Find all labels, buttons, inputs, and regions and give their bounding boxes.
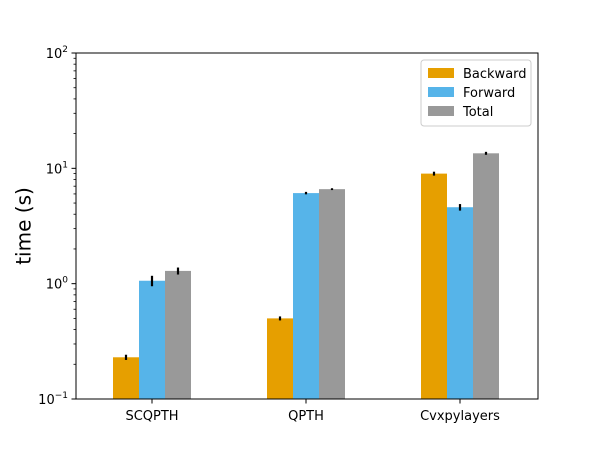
bar-forward-cvxpylayers xyxy=(447,207,473,399)
y-tick-label: 10−1 xyxy=(38,391,68,408)
bar-total-scqpth xyxy=(165,270,191,399)
legend-swatch-backward xyxy=(428,68,454,78)
y-axis-label: time (s) xyxy=(12,187,36,265)
plot-area-frame xyxy=(75,52,539,400)
y-tick-label: 100 xyxy=(46,276,69,293)
x-tick-label-cvxpylayers: Cvxpylayers xyxy=(420,409,500,424)
x-tick-label-qpth: QPTH xyxy=(288,409,324,424)
bar-forward-scqpth xyxy=(139,280,165,399)
error-bars-layer xyxy=(124,151,488,360)
legend: Backward Forward Total xyxy=(420,59,532,127)
bar-total-qpth xyxy=(319,189,345,399)
bar-backward-qpth xyxy=(267,318,293,399)
legend-swatch-total xyxy=(428,106,454,116)
legend-swatch-forward xyxy=(428,87,454,97)
bar-backward-cvxpylayers xyxy=(421,173,447,399)
bar-forward-qpth xyxy=(293,193,319,399)
y-tick-label: 102 xyxy=(46,45,68,62)
x-axis-ticks: SCQPTH QPTH Cvxpylayers xyxy=(125,399,500,424)
x-tick-label-scqpth: SCQPTH xyxy=(125,409,178,424)
y-tick-label: 101 xyxy=(46,160,68,177)
legend-label-total: Total xyxy=(462,105,493,120)
bar-total-cvxpylayers xyxy=(473,153,499,399)
legend-label-forward: Forward xyxy=(463,86,515,101)
bars-layer xyxy=(113,153,499,399)
y-axis-ticks: 10−1 100 101 102 xyxy=(38,45,76,408)
legend-label-backward: Backward xyxy=(463,67,527,82)
bar-backward-scqpth xyxy=(113,357,139,399)
